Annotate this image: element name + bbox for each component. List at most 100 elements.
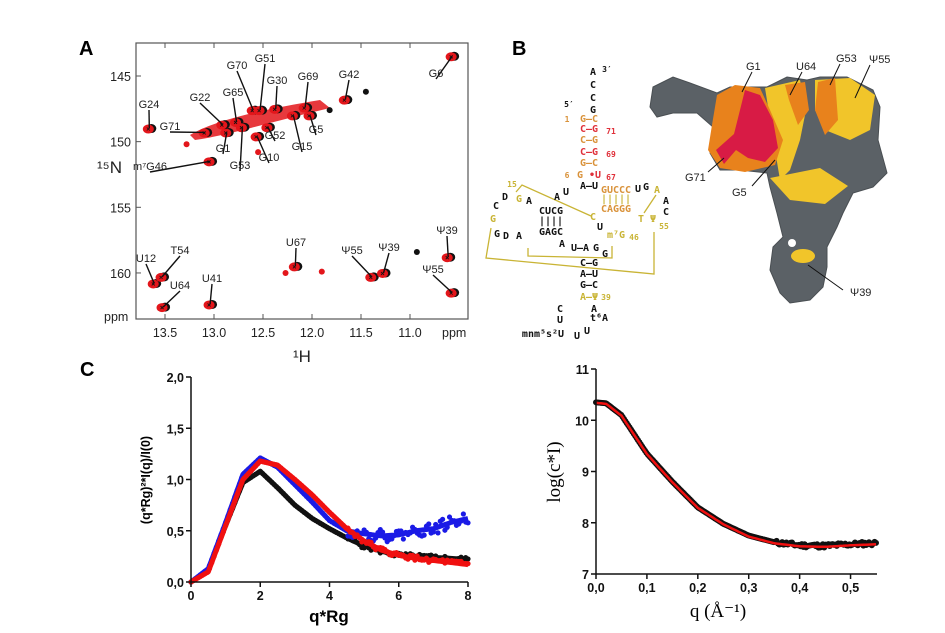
base-token: G–C <box>580 158 598 169</box>
base-token: 6 <box>565 171 570 180</box>
panel-label-a: A <box>79 38 93 60</box>
kratky-point-blue <box>426 521 432 527</box>
nmr-peak-label: G51 <box>255 53 276 65</box>
kratky-point-blue <box>373 535 379 541</box>
kratky-point-red <box>236 486 243 492</box>
nmr-peak-label: G22 <box>190 92 211 104</box>
logi-x-axis-label: q (Å⁻¹) <box>690 601 746 622</box>
kratky-point-blue <box>465 520 471 526</box>
nmr-x-axis-label: ¹H <box>293 347 311 366</box>
base-token: C–G <box>580 135 598 146</box>
nmr-peak-label: G6 <box>429 68 444 80</box>
base-token: D <box>502 192 508 203</box>
nmr-peak-leader <box>232 97 238 123</box>
base-token: G <box>577 170 583 181</box>
nmr-peak-leader <box>382 252 390 274</box>
y-tick-label: 10 <box>575 414 589 428</box>
nmr-peak-label: Ψ55 <box>422 264 443 276</box>
base-token: U <box>597 222 603 233</box>
nmr-peak-label: U12 <box>136 253 156 265</box>
kratky-point-blue <box>363 529 370 535</box>
kratky-point-blue <box>382 535 388 541</box>
base-token: C <box>663 207 669 218</box>
nmr-peak-leader <box>344 79 350 100</box>
nmr-peak-label: U67 <box>286 237 306 249</box>
nmr-y-tick-label: 155 <box>110 201 131 215</box>
kratky-point-red <box>465 561 471 567</box>
kratky-point-red <box>218 535 224 541</box>
base-token: U <box>635 184 641 195</box>
kratky-point-blue <box>379 529 386 535</box>
surface-label-u64: U64 <box>796 61 816 73</box>
y-tick-label: 2,0 <box>167 371 184 385</box>
surface-yellow-psi39 <box>791 249 815 263</box>
y-tick-label: 1,5 <box>167 422 184 436</box>
nmr-x-tick-label: 12.0 <box>300 326 324 340</box>
x-tick-label: 0,4 <box>791 581 808 595</box>
kratky-point-red <box>349 529 356 536</box>
surface-label-g71: G71 <box>685 172 706 184</box>
kratky-point-red <box>227 510 233 516</box>
base-token: G <box>643 182 649 193</box>
nmr-peak-leader <box>145 263 155 284</box>
kratky-point-red <box>209 559 215 566</box>
nmr-peak-leader <box>446 235 449 258</box>
base-token: 15 <box>507 180 517 189</box>
nmr-peak-label: G24 <box>139 99 160 111</box>
base-token: T <box>638 214 644 225</box>
surface-hole <box>788 239 796 247</box>
y-tick-label: 0,5 <box>167 525 184 539</box>
nmr-peak-leader <box>199 102 224 126</box>
nmr-x-unit: ppm <box>442 326 466 340</box>
base-token: U <box>563 187 569 198</box>
logi-y-axis-label: log(c*I) <box>544 441 565 502</box>
nmr-peak-label: m⁷G46 <box>133 161 167 173</box>
base-token: 71 <box>606 127 616 136</box>
base-token: C <box>590 93 596 104</box>
kratky-point-red <box>356 534 363 541</box>
nmr-peak-label: G69 <box>298 71 319 83</box>
surface-label-g5: G5 <box>732 187 747 199</box>
base-token: A–Ψ <box>580 292 598 303</box>
base-token: G <box>516 194 522 205</box>
nmr-peak-label: U64 <box>170 280 190 292</box>
logi-fit-line <box>595 401 877 549</box>
nmr-peak-label: G5 <box>309 124 324 136</box>
nmr-y-axis-label: ¹⁵N <box>97 158 122 177</box>
base-token: A <box>591 304 597 315</box>
surface-leader-lines <box>707 63 871 291</box>
base-token: G <box>490 214 496 225</box>
nmr-x-tick-label: 11.5 <box>349 326 372 340</box>
panel-label-c: C <box>80 359 94 381</box>
kratky-point-blue <box>440 516 446 522</box>
nmr-peak-label: U41 <box>202 273 222 285</box>
nmr-unassigned-peak <box>282 269 289 276</box>
nmr-peak-label: G70 <box>227 60 248 72</box>
nmr-unassigned-peak <box>255 149 262 156</box>
x-tick-label: 4 <box>326 589 333 603</box>
nmr-y-tick-label: 145 <box>110 70 131 84</box>
kratky-point-red <box>229 504 236 510</box>
base-token: 69 <box>606 150 616 159</box>
kratky-point-black <box>465 556 471 562</box>
base-token: 67 <box>606 173 616 182</box>
kratky-plot: 0 2 4 6 8 0,0 0,5 1,0 1,5 2,0 (q*Rg)²*I(q)/I(0) q… <box>139 371 472 626</box>
kratky-point-blue <box>444 524 450 530</box>
nmr-peak-leader <box>435 55 453 80</box>
base-token: C <box>590 80 596 91</box>
nmr-peak-leader <box>304 81 309 108</box>
nmr-x-tick-label: 12.5 <box>251 326 275 340</box>
x-tick-label: 0,1 <box>638 581 655 595</box>
base-token: A <box>526 196 532 207</box>
kratky-x-axis-label: q*Rg <box>309 607 349 626</box>
kratky-point-blue <box>430 529 436 535</box>
nmr-y-tick-label: 160 <box>110 267 131 281</box>
kratky-point-blue <box>458 518 464 524</box>
nmr-peak-leader <box>161 255 181 278</box>
nmr-peak-leader <box>275 85 278 109</box>
base-token: G–C <box>580 114 598 125</box>
nmr-peak-leader <box>209 283 213 305</box>
x-tick-label: 0,5 <box>842 581 859 595</box>
nmr-peak-leader <box>294 247 297 267</box>
base-token: G <box>602 249 608 260</box>
